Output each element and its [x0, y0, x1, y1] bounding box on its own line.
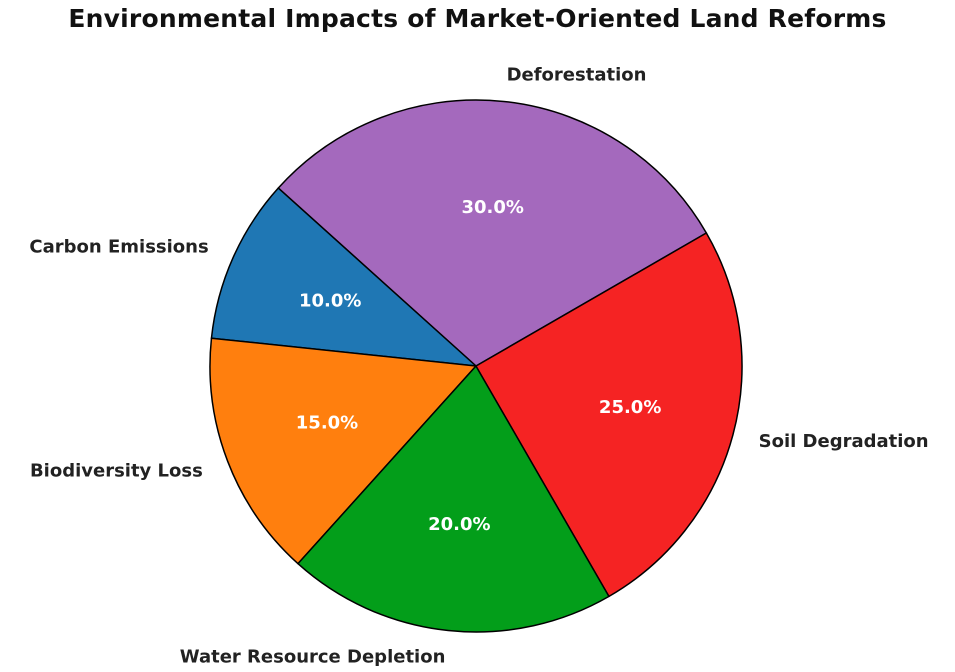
pie-slice-deforestation [277, 99, 708, 367]
pie-slice-biodiversity-loss [209, 337, 477, 565]
slice-label-water-resource-depletion: Water Resource Depletion [180, 646, 446, 667]
pie-slice-water-resource-depletion [297, 365, 610, 633]
pie-slice-carbon-emissions [210, 187, 477, 367]
pct-label-biodiversity-loss: 15.0% [296, 413, 358, 434]
slice-label-deforestation: Deforestation [507, 65, 647, 86]
slice-label-biodiversity-loss: Biodiversity Loss [30, 460, 203, 481]
pct-label-water-resource-depletion: 20.0% [428, 514, 490, 535]
slice-label-soil-degradation: Soil Degradation [759, 431, 929, 452]
slice-label-carbon-emissions: Carbon Emissions [29, 236, 208, 257]
chart-title: Environmental Impacts of Market-Oriented… [68, 4, 887, 33]
pct-label-soil-degradation: 25.0% [599, 397, 661, 418]
pct-label-carbon-emissions: 10.0% [299, 291, 361, 312]
pct-label-deforestation: 30.0% [461, 197, 523, 218]
pie-slice-soil-degradation [475, 232, 743, 598]
